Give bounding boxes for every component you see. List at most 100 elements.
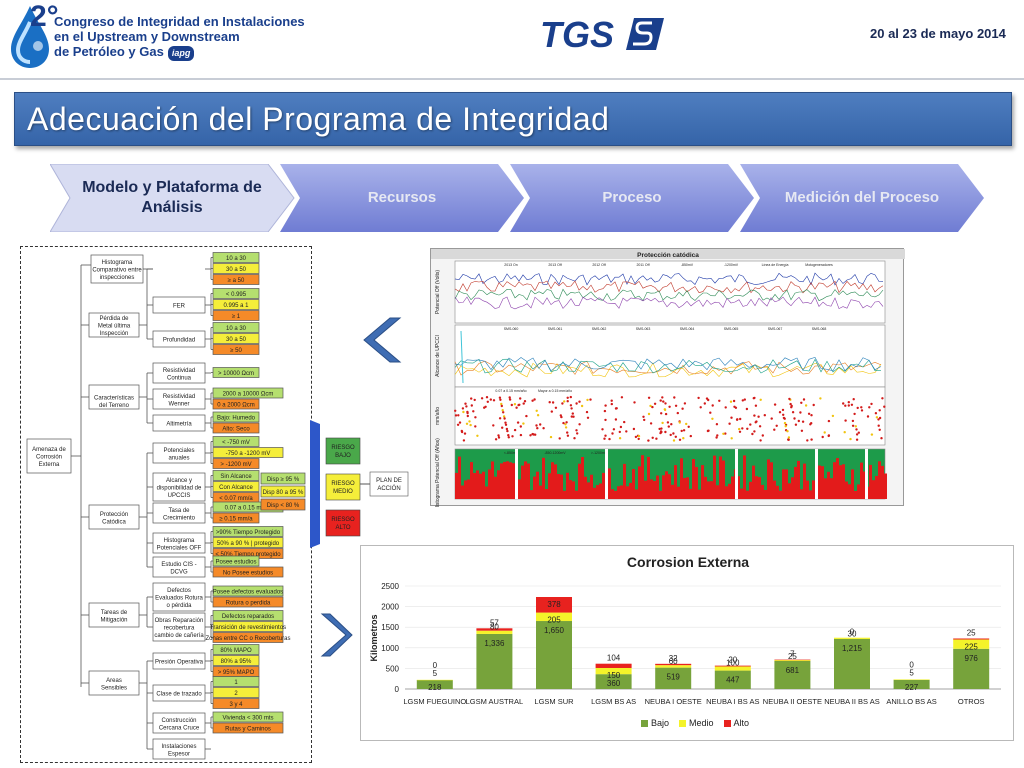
cp-scatter-point — [498, 417, 502, 420]
data-label-medio: 60 — [669, 657, 678, 666]
value-box: 10 a 30 — [212, 252, 260, 263]
cp-scatter-point — [536, 414, 540, 417]
cp-histogram-bar — [794, 466, 797, 499]
cp-histogram-bar — [776, 485, 779, 499]
bar-medio — [893, 679, 930, 680]
value-box: 0.995 a 1 — [212, 299, 260, 310]
cp-scatter-point — [548, 401, 551, 404]
cp-scatter-point — [519, 397, 522, 400]
node-histograma-text: Comparativo entre — [92, 268, 142, 274]
cp-scatter-point — [753, 430, 756, 433]
cp-scatter-point — [736, 418, 739, 421]
node-12-box — [152, 612, 206, 642]
cp-scatter-point — [564, 426, 568, 429]
cp-legend-item: <-850mV — [504, 451, 519, 455]
cp-scatter-point — [632, 427, 636, 431]
cp-legend-item: Línea de Energía — [762, 263, 789, 267]
data-label-bajo: 681 — [786, 666, 800, 675]
cp-scatter-point — [881, 397, 884, 400]
value-box-text: 3 y 4 — [229, 702, 243, 708]
step-medicion[interactable]: Medición del Proceso — [740, 164, 985, 232]
chevron-left-icon[interactable] — [362, 316, 406, 364]
cp-legend-item: >-1200mV — [591, 451, 608, 455]
value-box-text: Alto: Seco — [222, 427, 250, 433]
step-modelo[interactable]: Modelo y Plataforma de Análisis — [50, 164, 295, 232]
bar-alto — [774, 659, 811, 661]
cp-histogram-bar — [497, 470, 500, 499]
y-tick-label: 1000 — [381, 644, 399, 653]
cp-scatter-point — [562, 421, 565, 425]
value-box-box — [212, 632, 284, 643]
cp-scatter-point — [672, 439, 676, 442]
cp-histogram-bar — [482, 471, 485, 499]
data-label-bajo: 218 — [428, 683, 442, 692]
x-tick-label: LGSM AUSTRAL — [466, 697, 524, 706]
step-proceso[interactable]: Proceso — [510, 164, 755, 232]
bar-medio — [595, 667, 632, 675]
cp-scatter-point — [565, 421, 568, 424]
data-label-medio: 80 — [490, 623, 499, 632]
value-box-box — [212, 481, 260, 492]
node-13-text: Presión Operativa — [155, 660, 204, 666]
cp-scatter-point — [456, 423, 460, 426]
cp-histogram-bar — [506, 461, 509, 499]
cp-scatter-point — [724, 432, 727, 435]
corrosion-chart: Corrosion Externa 0 500 1000 1500 2000 2500 Ki… — [360, 545, 1014, 741]
cp-histogram-bar — [674, 465, 677, 499]
chevron-right-icon[interactable] — [318, 612, 354, 658]
cp-histogram-bar — [848, 484, 851, 499]
cp-scatter-point — [802, 398, 806, 401]
cp-scatter-point — [699, 406, 702, 409]
data-label-medio: 5 — [433, 669, 438, 678]
cp-histogram-bar — [641, 455, 644, 499]
cp-scatter-point — [474, 416, 477, 419]
cp-histogram-bar — [488, 469, 491, 499]
value-box-box — [212, 722, 284, 734]
cp-histogram-bar — [503, 461, 506, 499]
cp-scatter-point — [878, 428, 881, 431]
group-node-text: Metal última — [98, 324, 131, 330]
value-box-box — [212, 310, 260, 321]
cp-histogram-bar — [851, 469, 854, 499]
cp-histogram-bar — [683, 478, 686, 499]
cp-histogram-bar — [485, 486, 488, 499]
value-box: ≥ 50 — [212, 344, 260, 355]
cp-scatter-point — [515, 406, 518, 409]
data-label-bajo: 519 — [667, 673, 681, 682]
cp-scatter-point — [542, 427, 545, 430]
tgs-wordmark: TGS — [540, 14, 614, 54]
cp-histogram-bar — [839, 465, 842, 499]
cp-series-line — [454, 358, 882, 374]
value-box: ≥ 0.15 mm/a — [212, 512, 260, 524]
cp-scatter-point — [667, 425, 670, 428]
value-box-box — [212, 596, 284, 608]
risk-box — [325, 509, 361, 537]
cp-histogram-bar — [548, 473, 551, 499]
data-label-alto: 20 — [728, 656, 737, 665]
cathodic-protection-chart: Protección catódica Potencial Off (Volts)… — [430, 248, 905, 507]
cp-scatter-point — [793, 417, 796, 420]
cp-scatter-point — [508, 398, 512, 401]
cp-scatter-point — [535, 424, 538, 427]
value-box-text: Sin Alcance — [220, 474, 252, 480]
cp-scatter-point — [823, 431, 826, 434]
bar-bajo — [893, 679, 930, 689]
congress-number: 2° — [30, 0, 59, 33]
step-proceso-label: Proceso — [602, 189, 662, 206]
cp-scatter-point — [801, 420, 805, 423]
cp-scatter-point — [551, 401, 555, 404]
value-box-box — [212, 288, 260, 299]
step-recursos[interactable]: Recursos — [280, 164, 525, 232]
cp-histogram-bar — [524, 461, 527, 499]
availability-box: Disp < 80 % — [260, 498, 306, 511]
cp-scatter-point — [743, 398, 746, 401]
cp-histogram-bar — [518, 479, 521, 499]
cp-scatter-point — [797, 419, 800, 423]
cp-scatter-point — [513, 428, 517, 432]
cp-histogram-bar — [740, 488, 743, 499]
action-plan-box — [369, 471, 409, 497]
cp-histogram-bar — [476, 470, 479, 499]
node-6-text: Potenciales — [163, 448, 194, 454]
